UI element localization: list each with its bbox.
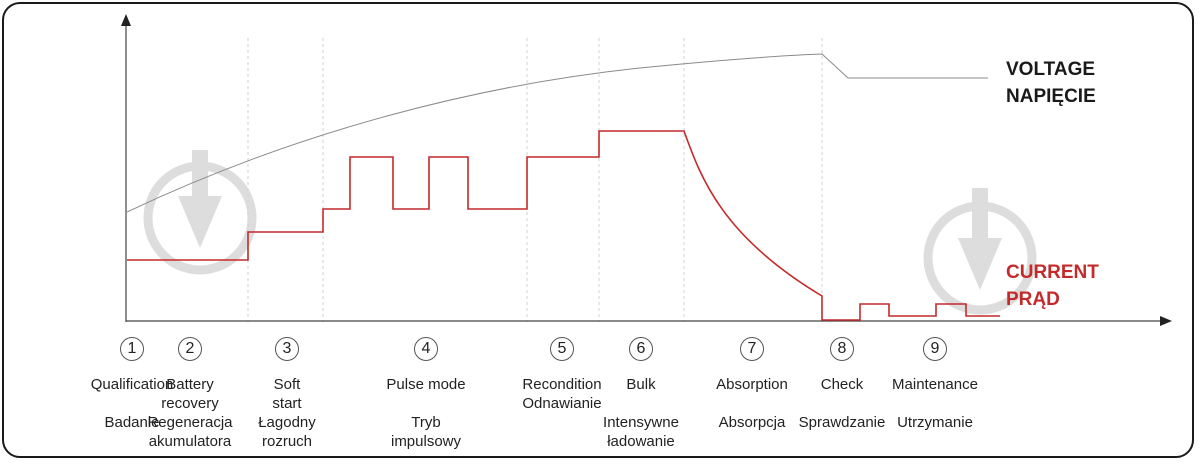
stage-label-pl: impulsowy xyxy=(390,433,462,450)
stage-number: 1 xyxy=(120,337,144,361)
download-arrow-icon xyxy=(143,150,257,275)
stage-9: 9 Maintenance Utrzymanie xyxy=(860,337,1010,432)
axes xyxy=(125,24,1166,322)
voltage-curve xyxy=(126,53,988,213)
stage-label-en: Battery xyxy=(166,376,214,393)
stage-8: 8 Check Sprawdzanie xyxy=(767,337,917,432)
voltage-legend: VOLTAGE NAPIĘCIE xyxy=(1006,56,1096,110)
stage-label-pl: Intensywne xyxy=(603,414,679,431)
voltage-label-en: VOLTAGE xyxy=(1006,59,1096,80)
stage-3: 3 Soft start Łagodny rozruch xyxy=(212,337,362,451)
diagram-frame xyxy=(2,2,1194,458)
stage-number: 6 xyxy=(629,337,653,361)
stage-label-en: Qualification xyxy=(90,376,174,393)
stage-label-pl: Łagodny xyxy=(258,414,316,431)
current-label-pl: PRĄD xyxy=(1006,289,1060,310)
stage-number: 8 xyxy=(830,337,854,361)
stage-label-pl: Regeneracja xyxy=(147,414,233,431)
stage-number: 9 xyxy=(923,337,947,361)
current-curve xyxy=(127,130,1000,321)
current-legend: CURRENT PRĄD xyxy=(1006,259,1099,313)
stage-label-pl: akumulatora xyxy=(148,433,232,450)
stage-label-en: Absorption xyxy=(716,376,788,393)
stage-label-pl: Absorpcja xyxy=(718,414,786,431)
stage-label-pl: Tryb xyxy=(411,414,441,431)
stage-label-en: Pulse mode xyxy=(386,376,466,393)
stage-label-en: Recondition xyxy=(522,376,602,393)
stage-label-en: Maintenance xyxy=(892,376,978,393)
stage-4: 4 Pulse mode Tryb impulsowy xyxy=(351,337,501,451)
stage-label-pl: Badanie xyxy=(104,414,160,431)
stage-number: 7 xyxy=(740,337,764,361)
stage-6: 6 Bulk Intensywne ładowanie xyxy=(566,337,716,451)
stage-label-en: Bulk xyxy=(626,376,656,393)
voltage-label-pl: NAPIĘCIE xyxy=(1006,86,1096,107)
x-axis-arrow xyxy=(1160,316,1172,326)
stage-5: 5 Recondition Odnawianie xyxy=(487,337,637,413)
stage-label-en: Check xyxy=(820,376,864,393)
stage-label-pl: Utrzymanie xyxy=(897,414,973,431)
stage-dividers xyxy=(247,38,823,322)
stage-1: 1 Qualification Badanie xyxy=(57,337,207,432)
stage-label-pl: Sprawdzanie xyxy=(798,414,886,431)
current-label-en: CURRENT xyxy=(1006,262,1099,283)
stage-label-en: recovery xyxy=(161,395,219,412)
stage-label-en: Soft xyxy=(273,376,301,393)
stage-number: 3 xyxy=(275,337,299,361)
stage-2: 2 Battery recovery Regeneracja akumulato… xyxy=(115,337,265,451)
stage-number: 5 xyxy=(550,337,574,361)
stage-7: 7 Absorption Absorpcja xyxy=(677,337,827,432)
stage-label-pl: rozruch xyxy=(261,433,313,450)
stage-label-en: start xyxy=(272,395,302,412)
stage-number: 2 xyxy=(178,337,202,361)
stage-label-pl: ładowanie xyxy=(607,433,675,450)
y-axis-arrow xyxy=(121,14,131,26)
stage-label-pl: Odnawianie xyxy=(522,395,602,412)
stage-number: 4 xyxy=(414,337,438,361)
download-arrow-icon xyxy=(923,188,1037,315)
